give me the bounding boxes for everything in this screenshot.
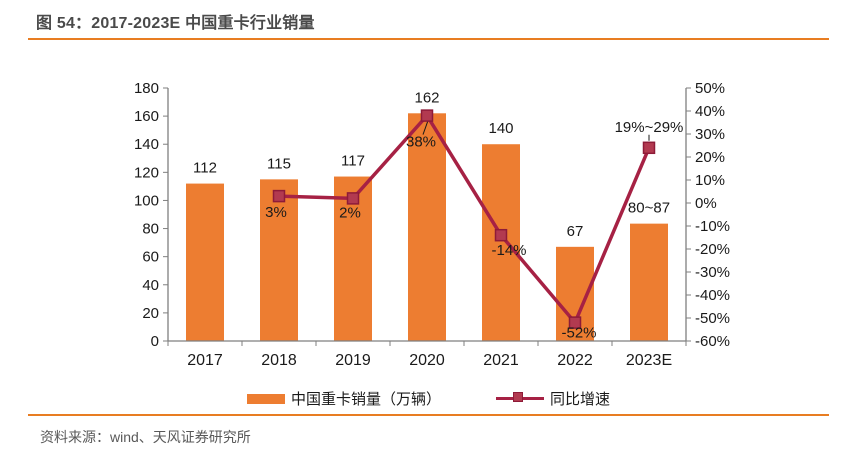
combo-bar-line-chart: 0 20 40 60 80 100 120 140 160 180 -60% -50% -40% -30%… [134,80,730,369]
left-axis-tick-label: 100 [134,192,159,209]
line-value-label: 2% [339,204,361,221]
line-value-label: 19%~29% [615,119,684,136]
legend-item-sales: 中国重卡销量（万辆） [246,388,441,409]
line-marker-2019 [346,192,360,205]
line-marker-2023E [642,141,656,155]
legend-item-growth: 同比增速 [496,388,610,409]
right-axis-tick-label: -10% [695,218,730,235]
x-axis-category-label: 2018 [261,352,297,369]
right-axis-tick-label: 40% [695,103,725,120]
x-axis-category-label: 2017 [187,352,223,369]
right-axis-tick-label: -60% [695,333,730,350]
left-axis-tick-label: 120 [134,164,159,181]
bar-value-label: 140 [488,120,513,137]
growth-line [278,112,651,326]
bar-value-label: 67 [567,223,584,240]
x-axis-category-label: 2019 [335,352,371,369]
right-axis-tick-label: -50% [695,310,730,327]
bottom-divider [28,414,829,416]
legend-label-sales: 中国重卡销量（万辆） [290,391,441,408]
line-marker-2021 [494,228,508,242]
left-axis-tick-label: 20 [142,305,159,322]
left-axis-tick-label: 80 [142,221,159,238]
bar-value-label: 117 [341,153,365,170]
left-axis-tick-label: 140 [134,136,159,153]
line-value-label: -52% [561,325,596,342]
bar-2020 [408,113,446,341]
bar-series-swatch [246,393,285,404]
bar-value-label: 162 [414,89,439,106]
left-axis-tick-label: 60 [142,249,159,266]
left-axis-tick-label: 160 [134,108,159,125]
x-axis-category-label: 2020 [409,352,445,369]
right-axis-tick-label: 10% [695,172,725,189]
bar-2018 [260,179,298,341]
right-axis-tick-label: 0% [695,195,717,212]
left-axis-tick-label: 180 [134,80,159,97]
line-value-label: -14% [491,242,526,259]
line-value-label: 3% [265,204,287,221]
left-axis-tick-label: 40 [142,277,159,294]
right-axis-tick-label: -40% [695,287,730,304]
x-axis-category-label: 2022 [557,352,593,369]
left-axis-tick-label: 0 [151,333,159,350]
right-axis-tick-label: -20% [695,241,730,258]
figure-title: 图 54：2017-2023E 中国重卡行业销量 [36,15,315,32]
chart-legend: 中国重卡销量（万辆） 同比增速 [0,388,857,409]
legend-label-growth: 同比增速 [550,391,611,408]
bar-2017 [186,183,224,341]
x-axis-category-label: 2023E [626,352,672,369]
right-axis-tick-label: 30% [695,126,725,143]
right-axis-tick-label: 50% [695,80,725,97]
bar-value-label: 112 [193,160,217,177]
source-note: 资料来源：wind、天风证券研究所 [40,429,251,445]
bar-2023E [630,223,668,341]
label-leader-line [422,120,429,135]
top-divider [28,38,829,40]
line-marker-2018 [272,189,286,203]
x-axis-category-label: 2021 [483,352,519,369]
right-axis-tick-label: -30% [695,264,730,281]
line-swatch-marker [513,392,523,402]
bar-value-label: 80~87 [628,200,670,217]
bar-value-label: 115 [267,155,291,172]
right-axis-tick-label: 20% [695,149,725,166]
line-value-label: 38% [406,134,436,151]
line-marker-2020 [420,109,434,122]
line-marker-2022 [568,316,582,329]
line-series-swatch [496,392,544,405]
bar-2021 [482,144,520,341]
